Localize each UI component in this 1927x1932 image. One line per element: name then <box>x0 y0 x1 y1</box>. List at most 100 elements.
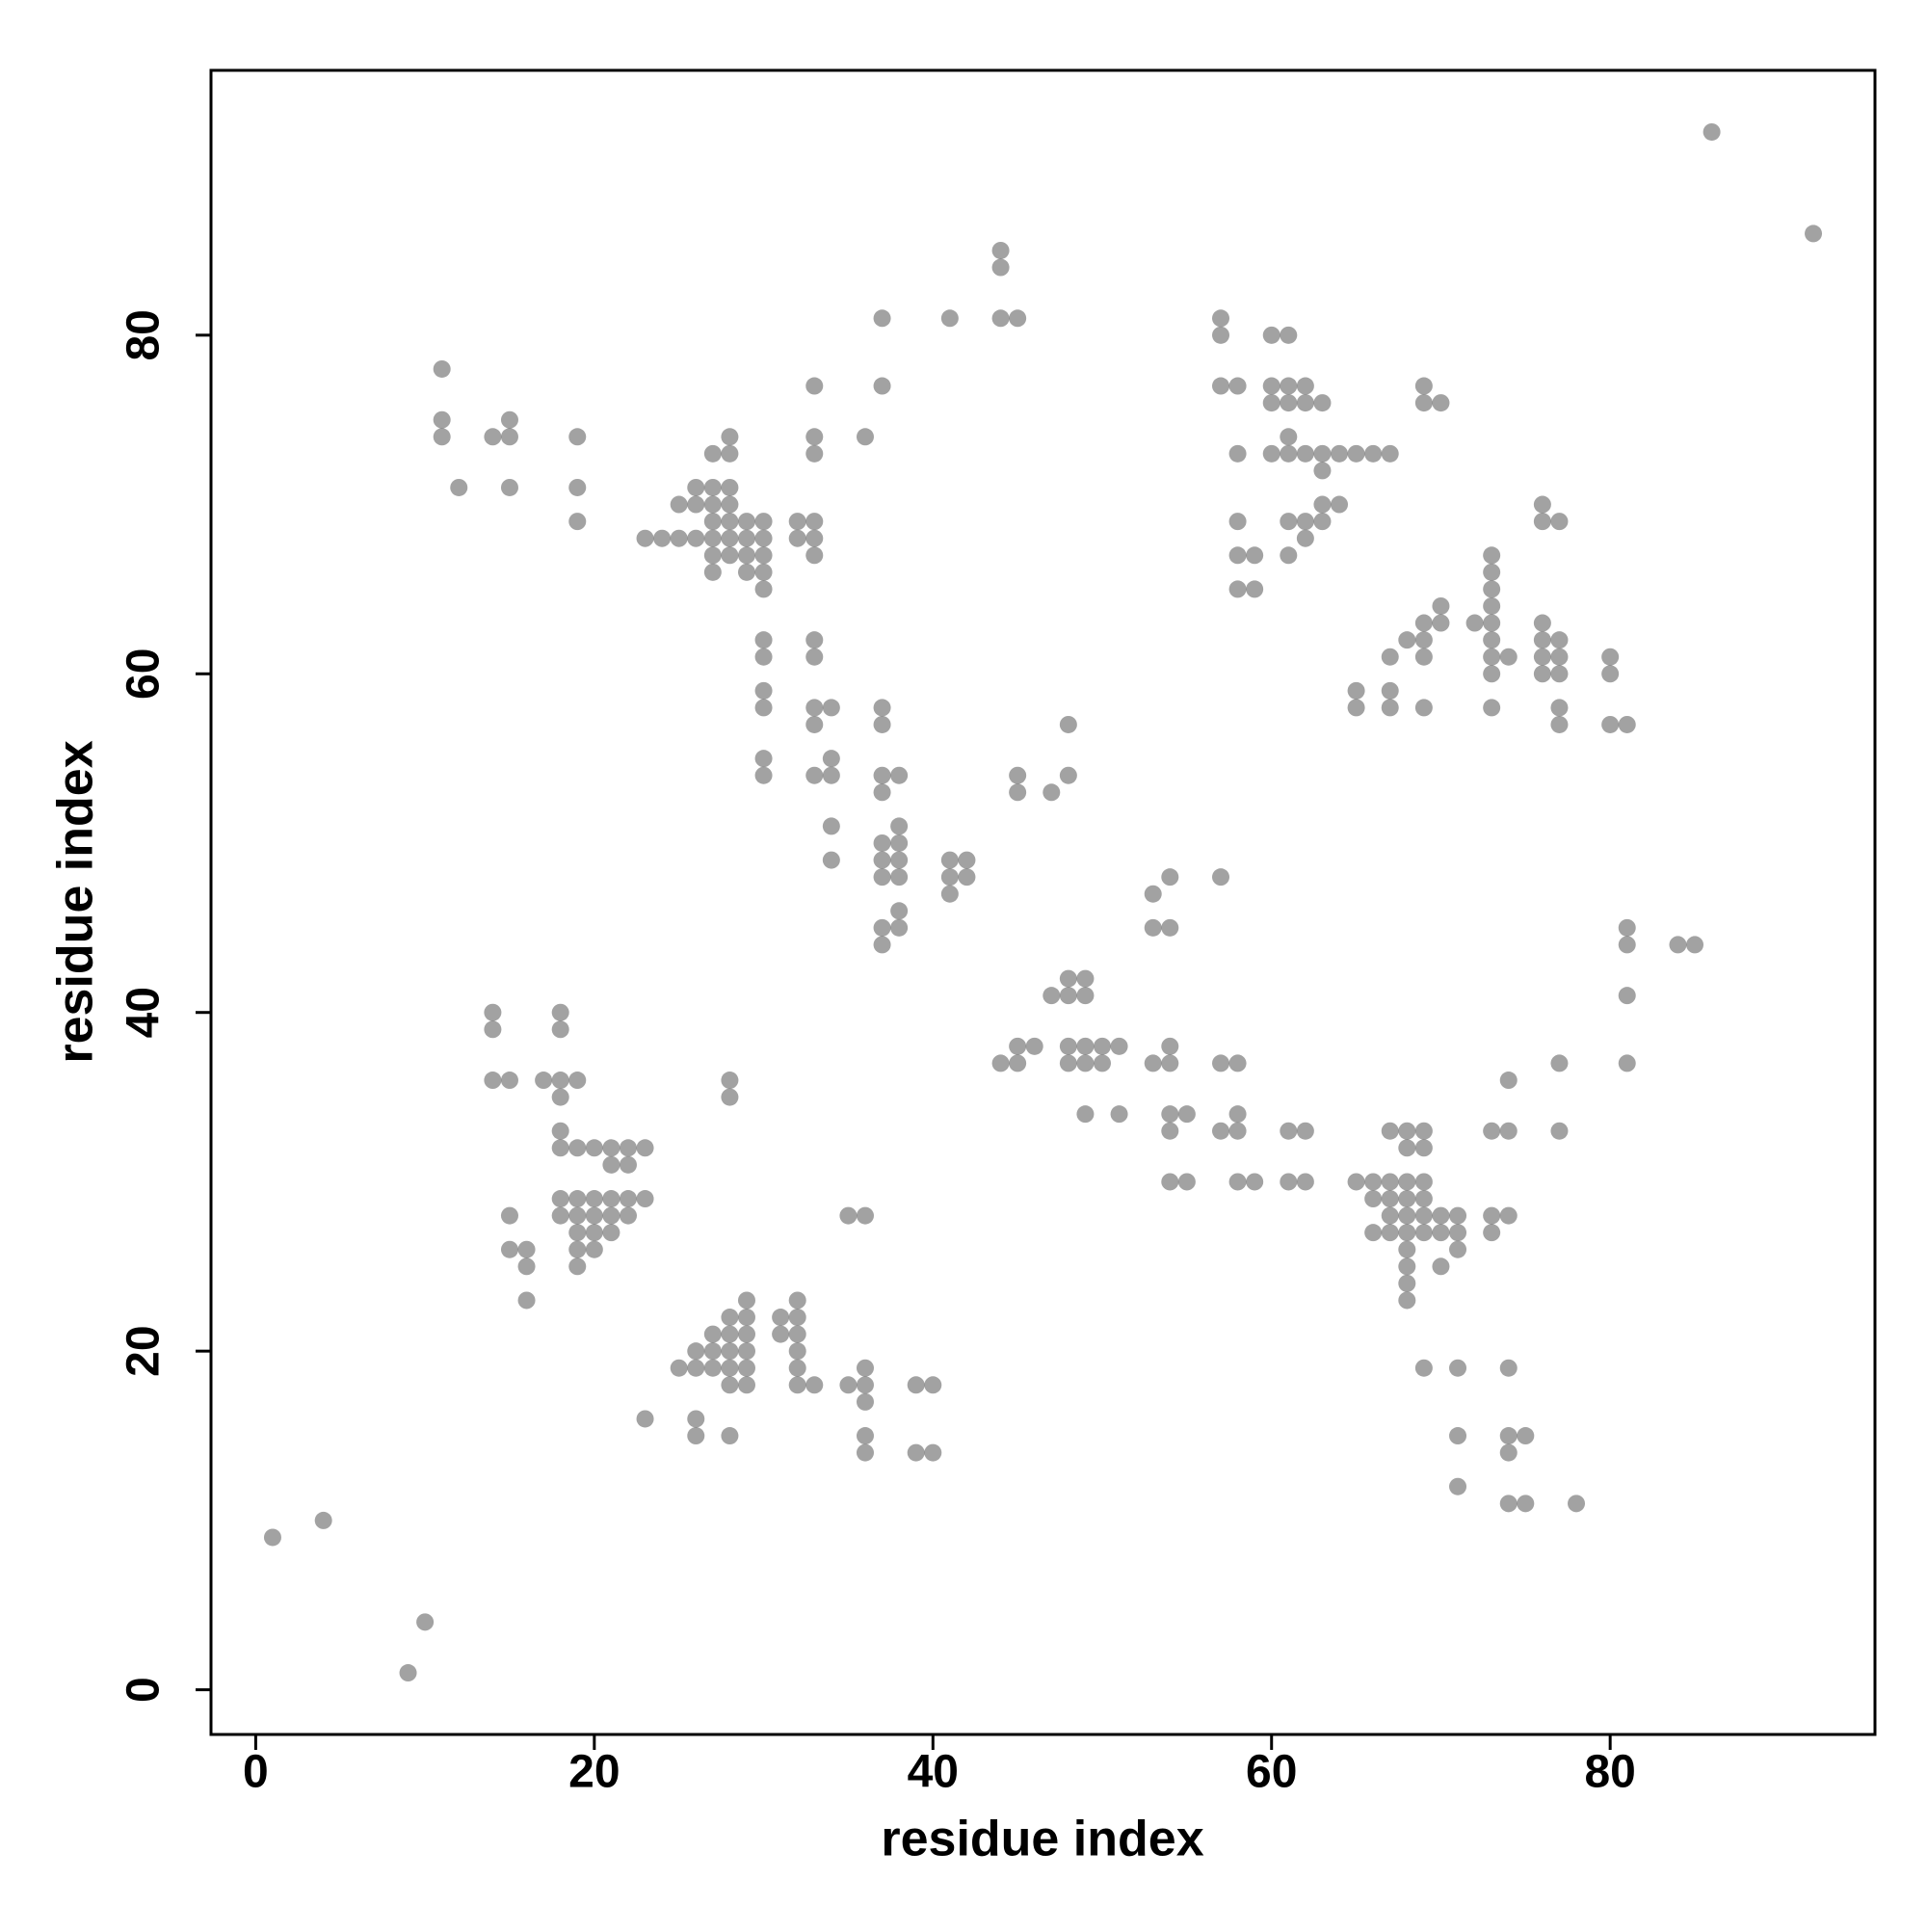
point <box>636 529 654 547</box>
point <box>1144 1054 1162 1072</box>
point <box>1449 1427 1467 1445</box>
point <box>619 1190 637 1208</box>
point <box>433 359 451 378</box>
point <box>1381 444 1399 463</box>
point <box>1347 699 1365 717</box>
point <box>1296 1173 1314 1191</box>
point <box>1280 1122 1298 1140</box>
point <box>721 495 739 514</box>
point <box>788 513 806 531</box>
point <box>873 766 891 784</box>
point <box>737 1309 755 1327</box>
point <box>805 699 824 717</box>
point <box>1262 326 1280 344</box>
point <box>551 1206 569 1225</box>
point <box>1414 1139 1433 1157</box>
point <box>873 715 891 733</box>
point <box>450 478 468 496</box>
point <box>1517 1495 1535 1513</box>
point <box>1550 715 1569 733</box>
point <box>1228 513 1247 531</box>
point <box>1212 326 1230 344</box>
point <box>1246 546 1264 565</box>
point <box>890 834 909 852</box>
point <box>1398 1291 1416 1310</box>
point <box>568 1257 587 1276</box>
point <box>788 1359 806 1377</box>
point <box>263 1528 281 1547</box>
point <box>1414 1206 1433 1225</box>
point <box>568 1240 587 1258</box>
point <box>551 1072 569 1090</box>
point <box>602 1206 620 1225</box>
point <box>1262 394 1280 412</box>
point <box>703 1325 722 1343</box>
point <box>1313 495 1332 514</box>
point <box>1414 1224 1433 1242</box>
point <box>703 444 722 463</box>
point <box>1059 766 1077 784</box>
point <box>856 1392 874 1411</box>
point <box>1499 1359 1518 1377</box>
point <box>1280 546 1298 565</box>
point <box>1398 631 1416 649</box>
point <box>1533 513 1551 531</box>
point <box>1499 1206 1518 1225</box>
point <box>1313 513 1332 531</box>
point <box>924 1376 942 1394</box>
point <box>890 902 909 920</box>
point <box>687 1342 705 1361</box>
point <box>805 377 824 395</box>
point <box>1499 1122 1518 1140</box>
point <box>1550 631 1569 649</box>
point <box>772 1325 790 1343</box>
point <box>1043 987 1061 1005</box>
point <box>1601 665 1620 683</box>
point <box>1432 394 1450 412</box>
point <box>1043 783 1061 802</box>
point <box>703 1359 722 1377</box>
point <box>1483 563 1501 581</box>
point <box>754 766 773 784</box>
point <box>484 1072 502 1090</box>
point <box>1177 1105 1196 1124</box>
point <box>856 1427 874 1445</box>
y-tick-label: 20 <box>119 1325 170 1376</box>
point <box>500 410 518 429</box>
point <box>568 1190 587 1208</box>
point <box>1618 1054 1636 1072</box>
point <box>602 1155 620 1174</box>
point <box>670 1359 688 1377</box>
point <box>1313 462 1332 480</box>
point <box>1144 885 1162 903</box>
point <box>805 648 824 666</box>
point <box>721 1376 739 1394</box>
point <box>484 428 502 446</box>
point <box>1009 1037 1027 1055</box>
point <box>1483 665 1501 683</box>
point <box>873 783 891 802</box>
point <box>1296 513 1314 531</box>
point <box>1228 1105 1247 1124</box>
point <box>1483 648 1501 666</box>
point <box>433 410 451 429</box>
x-tick-label: 80 <box>1584 1747 1635 1798</box>
point <box>1161 918 1179 937</box>
point <box>1212 1054 1230 1072</box>
point <box>1076 1105 1095 1124</box>
point <box>754 580 773 598</box>
point <box>991 1054 1010 1072</box>
point <box>1465 614 1484 632</box>
point <box>1449 1206 1467 1225</box>
point <box>1432 596 1450 615</box>
point <box>1533 495 1551 514</box>
point <box>1364 1173 1383 1191</box>
point <box>1076 969 1095 988</box>
point <box>1483 631 1501 649</box>
point <box>1381 1190 1399 1208</box>
point <box>754 648 773 666</box>
point <box>754 699 773 717</box>
point <box>1568 1495 1586 1513</box>
point <box>822 750 840 768</box>
point <box>1110 1037 1128 1055</box>
